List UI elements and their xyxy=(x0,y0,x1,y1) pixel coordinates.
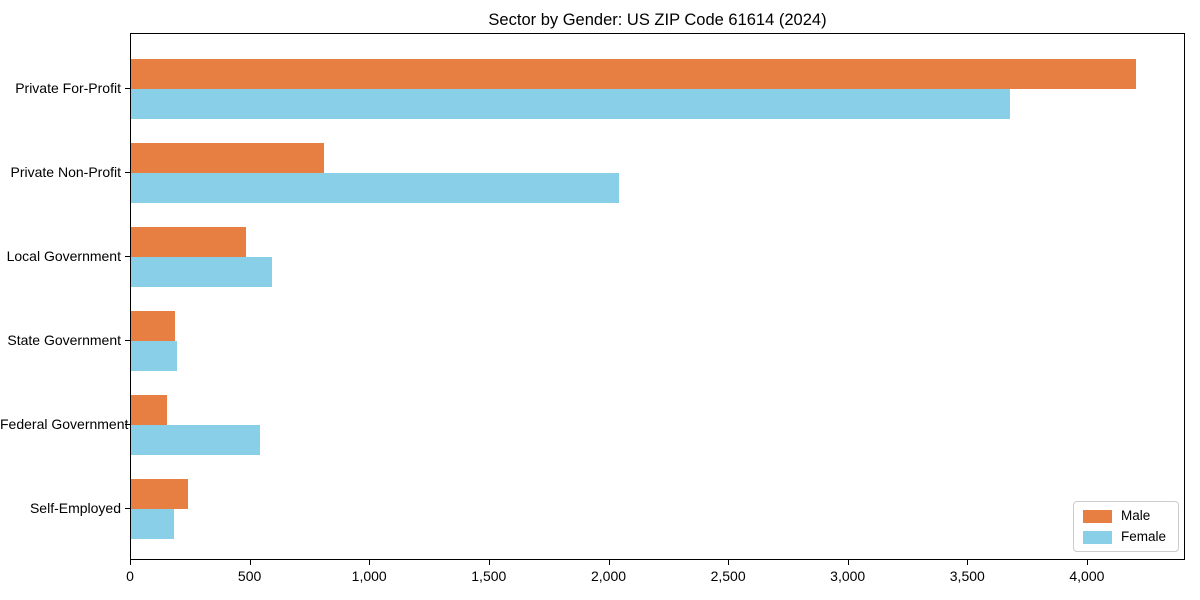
ytick-label-2: Local Government xyxy=(6,248,121,264)
ytick-mark-5 xyxy=(125,508,130,509)
ytick-label-4: Federal Government xyxy=(0,416,129,432)
legend-label-female: Female xyxy=(1120,529,1166,544)
legend-swatch-female xyxy=(1082,530,1112,544)
xtick-label-1: 500 xyxy=(237,568,262,584)
ytick-mark-2 xyxy=(125,256,130,257)
xtick-label-7: 3,500 xyxy=(949,568,985,584)
ytick-label-1: Private Non-Profit xyxy=(10,164,121,180)
bar-female-4 xyxy=(131,425,261,455)
xtick-mark-5 xyxy=(728,560,730,565)
bar-male-1 xyxy=(131,143,324,173)
xtick-label-3: 1,500 xyxy=(471,568,507,584)
legend-label-male: Male xyxy=(1120,508,1151,523)
xtick-mark-6 xyxy=(847,560,849,565)
xtick-mark-3 xyxy=(488,560,490,565)
xtick-label-2: 1,000 xyxy=(351,568,387,584)
xtick-label-0: 0 xyxy=(126,568,134,584)
xtick-mark-2 xyxy=(369,560,371,565)
ytick-label-3: State Government xyxy=(7,332,121,348)
xtick-mark-7 xyxy=(967,560,969,565)
xtick-mark-0 xyxy=(130,560,131,565)
ytick-mark-1 xyxy=(125,172,130,173)
bar-male-2 xyxy=(131,227,246,257)
xtick-label-5: 2,500 xyxy=(710,568,746,584)
bar-female-1 xyxy=(131,173,619,203)
ytick-mark-4 xyxy=(125,424,130,425)
bar-female-2 xyxy=(131,257,273,287)
bar-male-0 xyxy=(131,59,1136,89)
legend-entry-male: Male xyxy=(1082,508,1166,523)
legend-swatch-male xyxy=(1082,509,1112,523)
plot-area: Male Female xyxy=(130,33,1185,560)
xtick-label-4: 2,000 xyxy=(590,568,627,584)
bar-female-0 xyxy=(131,89,1011,119)
ytick-label-0: Private For-Profit xyxy=(15,80,121,96)
xtick-mark-1 xyxy=(249,560,251,565)
bar-male-3 xyxy=(131,311,176,341)
bar-male-5 xyxy=(131,479,189,509)
bar-male-4 xyxy=(131,395,167,425)
bar-female-3 xyxy=(131,341,177,371)
ytick-label-5: Self-Employed xyxy=(29,500,121,516)
chart-title: Sector by Gender: US ZIP Code 61614 (202… xyxy=(488,11,827,29)
ytick-mark-0 xyxy=(125,88,130,89)
legend: Male Female xyxy=(1072,501,1179,552)
xtick-mark-8 xyxy=(1086,560,1088,565)
bar-female-5 xyxy=(131,509,175,539)
xtick-label-8: 4,000 xyxy=(1069,568,1105,584)
xtick-label-6: 3,000 xyxy=(830,568,866,584)
legend-entry-female: Female xyxy=(1082,529,1166,544)
ytick-mark-3 xyxy=(125,340,130,341)
xtick-mark-4 xyxy=(608,560,610,565)
